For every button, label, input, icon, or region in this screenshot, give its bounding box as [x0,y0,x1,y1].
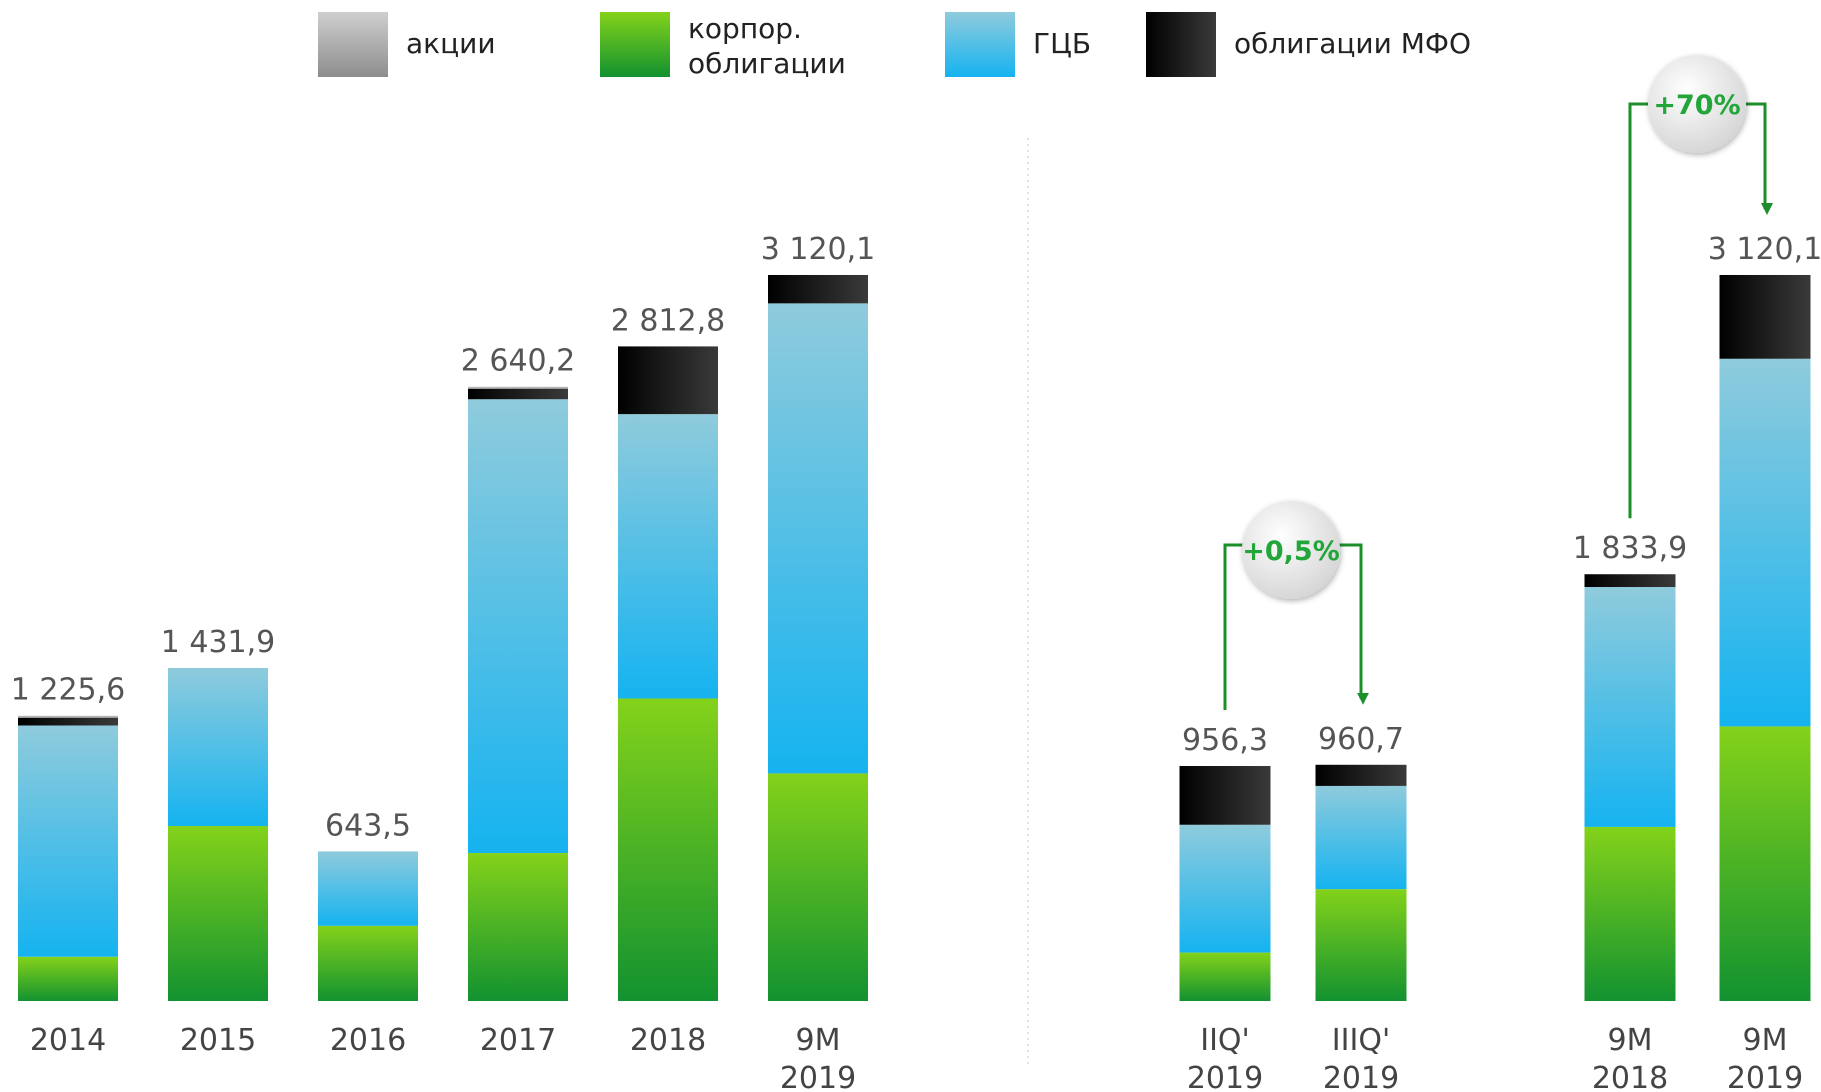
bar-total-label: 1 833,9 [1573,531,1688,566]
bar-total-label: 960,7 [1318,722,1404,757]
bar-total-label: 3 120,1 [1708,232,1821,267]
bar-segment-corp [1179,952,1271,1001]
bar-group: 643,5 2016 [318,808,418,1058]
bar-total-label: 956,3 [1182,723,1268,758]
x-tick-label: 2016 [330,1023,406,1058]
bar-segment-gcb [1584,587,1676,827]
bar-segment-corp [768,773,868,1001]
bar-total-label: 1 431,9 [161,625,276,660]
growth-indicator: +70% [1628,55,1773,519]
bar-segment-gcb [1315,785,1407,890]
bar-segment-corp [18,956,118,1001]
bar-segment-corp [1584,826,1676,1001]
growth-bubble [1242,501,1340,599]
x-tick-label: 2018 [630,1023,706,1058]
bar-total-label: 2 812,8 [611,303,726,338]
growth-indicator: +0,5% [1223,501,1369,711]
bar-segment-mfo [1315,764,1407,786]
x-tick-label: 2017 [480,1023,556,1058]
bar-segment-gcb [618,414,718,699]
bar-segment-mfo [618,346,718,415]
bar-segment-gcb [1719,358,1811,727]
legend-swatch-mfo [1146,12,1216,77]
bar-group: 956,3 IIQ' 2019 [1179,723,1271,1092]
legend-swatch-akcii [318,12,388,77]
legend-label-mfo: облигации МФО [1234,27,1471,60]
bar-segment-mfo [18,717,118,726]
bar-group: 960,7 IIIQ' 2019 [1315,722,1407,1092]
legend-label-akcii: акции [406,27,496,60]
bar-group: 2 640,2 2017 [461,344,576,1058]
bar-segment-corp [1719,726,1811,1001]
nine-month-panel: 1 833,9 9M 2018 3 120,1 9M 2019 +70% [1573,55,1821,1092]
legend: акции корпор. облигации ГЦБ облигации МФО [318,12,1471,80]
bar-segment-mfo [468,388,568,400]
bar-segment-corp [618,698,718,1001]
bar-segment-corp [468,853,568,1001]
legend-swatch-corp [600,12,670,77]
bar-segment-gcb [468,399,568,854]
bar-segment-mfo [1719,274,1811,359]
bar-segment-mfo [1179,766,1271,825]
x-tick-label: 2015 [180,1023,256,1058]
x-tick-label: 9M 2019 [1727,1023,1803,1092]
x-tick-label: 9M 2018 [1592,1023,1668,1092]
x-tick-label: IIQ' 2019 [1187,1023,1263,1092]
legend-item-corp: корпор. облигации [600,12,846,80]
growth-label: +70% [1653,90,1740,121]
legend-item-akcii: акции [318,12,496,77]
bar-segment-mfo [1584,574,1676,588]
bar-segment-gcb [768,303,868,774]
bar-group: 3 120,1 9M 2019 [1708,232,1821,1092]
bar-segment-gcb [318,851,418,926]
growth-label: +0,5% [1242,536,1340,567]
bar-segment-corp [318,925,418,1001]
bar-total-label: 1 225,6 [11,673,126,708]
bar-group: 1 225,6 2014 [11,673,126,1058]
x-tick-label: 2014 [30,1023,106,1058]
legend-swatch-gcb [945,12,1015,77]
bar-total-label: 2 640,2 [461,344,576,379]
bar-segment-akcii [468,386,568,389]
bar-segment-akcii [18,715,118,718]
bar-segment-corp [1315,889,1407,1001]
legend-item-gcb: ГЦБ [945,12,1091,77]
bar-group: 2 812,8 2018 [611,303,726,1058]
bar-group: 1 431,9 2015 [161,625,276,1058]
bar-total-label: 3 120,1 [761,232,876,267]
annual-panel: 1 225,6 2014 1 431,9 2015 643,5 2016 2 640,2 20… [11,232,876,1092]
bar-segment-corp [168,826,268,1001]
bar-segment-gcb [18,725,118,957]
legend-label-corp: корпор. облигации [688,12,846,80]
bar-total-label: 643,5 [325,808,411,843]
legend-item-mfo: облигации МФО [1146,12,1471,77]
bar-group: 3 120,1 9M 2019 [761,232,876,1092]
bar-segment-gcb [168,668,268,827]
quarterly-panel: 956,3 IIQ' 2019 960,7 IIIQ' 2019 +0,5% [1179,501,1407,1092]
bar-segment-gcb [1179,824,1271,953]
x-tick-label: IIIQ' 2019 [1323,1023,1399,1092]
growth-bubble [1648,55,1746,153]
bar-group: 1 833,9 9M 2018 [1573,531,1688,1092]
legend-label-gcb: ГЦБ [1033,27,1091,60]
bar-segment-mfo [768,274,868,304]
x-tick-label: 9M 2019 [780,1023,856,1092]
